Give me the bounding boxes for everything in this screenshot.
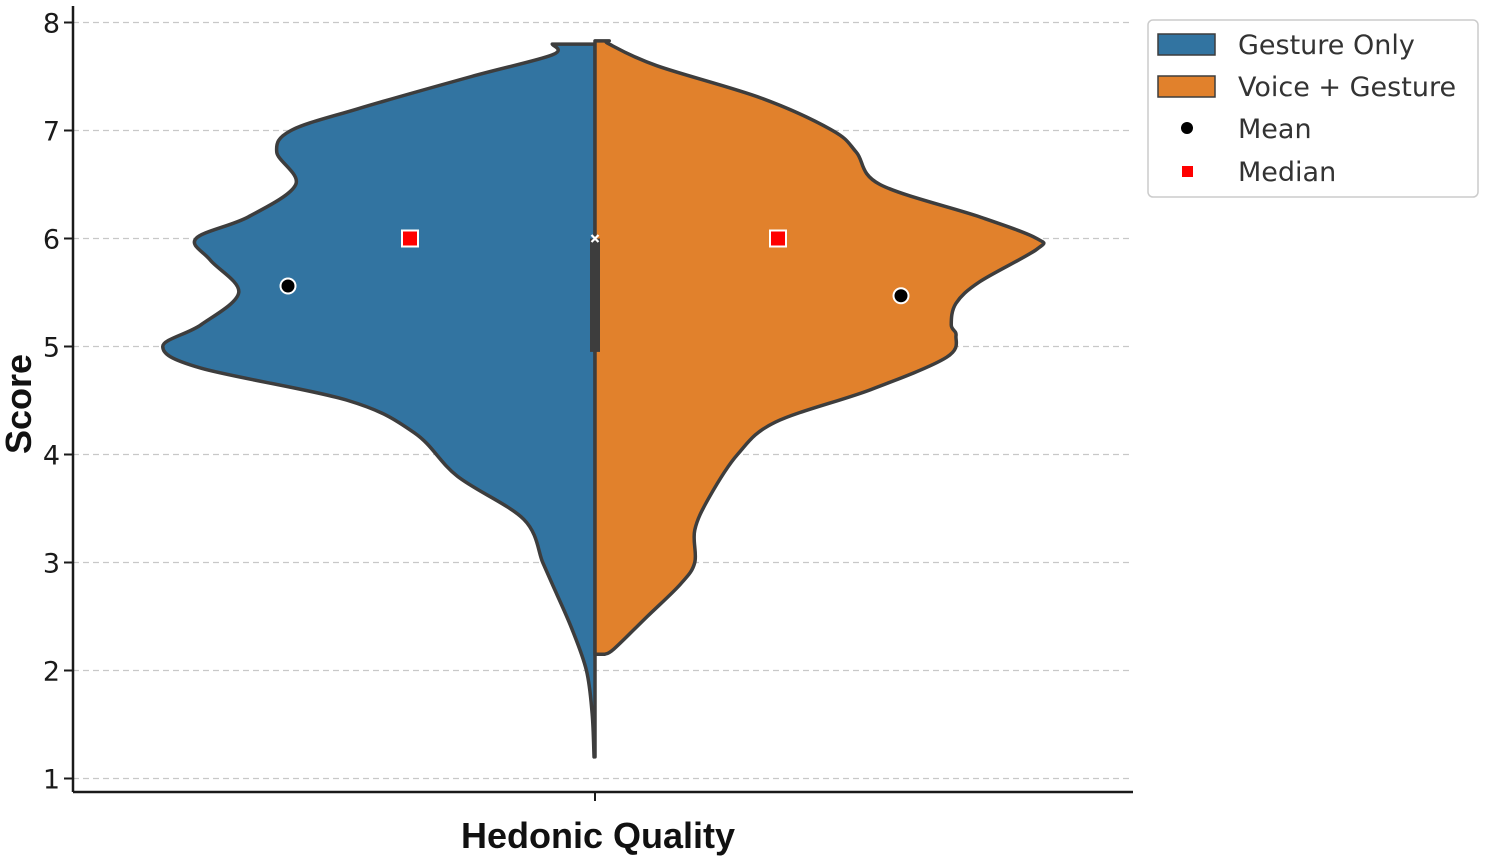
mean-marker-left (279, 277, 297, 295)
legend-swatch-voice-gesture (1157, 75, 1216, 98)
y-tick-label-4: 4 (43, 441, 60, 472)
violin-right-voice-gesture (593, 39, 1046, 657)
y-tick-label-2: 2 (43, 657, 60, 688)
y-ticks: 1 2 3 4 5 6 7 8 (43, 9, 73, 796)
box-median-marker (590, 234, 600, 243)
y-tick-label-3: 3 (43, 549, 60, 580)
y-tick-label-7: 7 (43, 117, 60, 148)
legend-label-mean: Mean (1238, 114, 1312, 145)
violin-left-gesture-only (161, 42, 597, 759)
axes (71, 6, 1133, 801)
violins (161, 39, 1046, 759)
y-tick-label-1: 1 (43, 765, 60, 796)
y-tick-label-8: 8 (43, 9, 60, 40)
legend-label-voice-gesture: Voice + Gesture (1238, 72, 1456, 103)
legend-label-median: Median (1238, 157, 1336, 188)
median-marker-left (401, 229, 419, 248)
stat-markers (279, 229, 910, 305)
median-marker-right (769, 229, 787, 248)
mean-marker-right (892, 287, 910, 305)
y-tick-label-6: 6 (43, 225, 60, 256)
legend: Gesture Only Voice + Gesture Mean Median (1147, 19, 1479, 198)
x-axis-title: Hedonic Quality (461, 815, 735, 856)
y-tick-label-5: 5 (43, 333, 60, 364)
inner-box (590, 234, 600, 352)
legend-mean-marker (1181, 122, 1193, 134)
y-axis-title: Score (0, 354, 39, 454)
legend-label-gesture-only: Gesture Only (1238, 30, 1415, 61)
iqr-box (590, 238, 600, 352)
legend-median-marker (1182, 166, 1193, 177)
legend-swatch-gesture-only (1157, 33, 1216, 56)
legend-frame (1147, 19, 1479, 198)
